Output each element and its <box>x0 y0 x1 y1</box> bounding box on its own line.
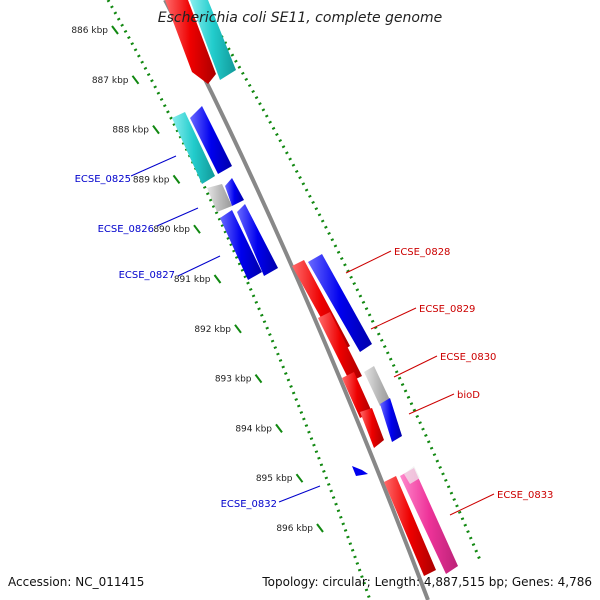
label-ecse0829[interactable]: ECSE_0829 <box>419 304 475 315</box>
label-line-ecse0829 <box>370 307 417 330</box>
label-line-ecse0825 <box>130 155 177 177</box>
label-ecse0825[interactable]: ECSE_0825 <box>75 174 131 185</box>
feature-bottom-grey <box>404 466 420 484</box>
label-ecse0833[interactable]: ECSE_0833 <box>497 490 553 501</box>
feature-ecse0833-pink <box>400 468 458 574</box>
tick-mark <box>213 274 222 284</box>
tick-mark <box>152 124 160 135</box>
label-line-ecse0833 <box>449 493 495 516</box>
tick-label: 890 kbp <box>153 225 190 235</box>
feature-top-cyan <box>190 0 236 80</box>
right-label-group: ECSE_0828 ECSE_0829 ECSE_0830 bioD ECSE_… <box>345 247 553 516</box>
label-ecse0832[interactable]: ECSE_0832 <box>221 499 277 510</box>
feature-blue-891 <box>237 204 278 276</box>
feature-ecse0826 <box>207 184 232 212</box>
tick-label: 895 kbp <box>256 474 293 484</box>
tick-mark <box>131 75 140 85</box>
tick-mark <box>193 224 201 234</box>
feature-biod-blue <box>380 398 402 442</box>
summary-text: Topology: circular; Length: 4,887,515 bp… <box>261 575 592 589</box>
feature-ecse0830-grey <box>364 366 390 406</box>
page-title: Escherichia coli SE11, complete genome <box>158 10 442 26</box>
label-biod[interactable]: bioD <box>457 390 480 401</box>
feature-top-red <box>165 0 216 84</box>
label-line-biod <box>408 393 455 415</box>
label-line-ecse0828 <box>345 250 392 274</box>
genome-backbone <box>163 0 430 600</box>
label-line-ecse0826 <box>156 207 199 227</box>
tick-mark <box>234 324 242 334</box>
tick-mark <box>111 25 119 35</box>
features <box>165 0 458 576</box>
tick-label: 892 kbp <box>194 325 231 335</box>
left-label-group: ECSE_0825 ECSE_0826 ECSE_0827 ECSE_0832 <box>75 155 321 510</box>
feature-ecse0827 <box>220 210 262 280</box>
label-ecse0828[interactable]: ECSE_0828 <box>394 247 450 258</box>
tick-mark <box>172 174 181 184</box>
tick-label: 889 kbp <box>133 175 170 185</box>
tick-mark <box>254 374 263 384</box>
label-ecse0827[interactable]: ECSE_0827 <box>119 270 175 281</box>
tick-label: 888 kbp <box>112 126 149 136</box>
accession-text: Accession: NC_011415 <box>8 575 144 589</box>
feature-ecse0832 <box>352 466 368 476</box>
label-ecse0826[interactable]: ECSE_0826 <box>98 224 154 235</box>
feature-ecse0830-red <box>342 372 372 418</box>
outer-dotted-track <box>198 0 482 561</box>
feature-ecse0825 <box>172 112 215 184</box>
feature-biod-red <box>360 408 384 448</box>
feature-blue-888 <box>190 106 232 174</box>
inner-dotted-track <box>106 0 372 600</box>
feature-blue-890 <box>225 178 244 206</box>
tick-label: 894 kbp <box>235 424 272 434</box>
label-line-ecse0827 <box>177 255 221 277</box>
tick-group: 886 kbp 887 kbp 888 kbp 889 kbp 890 kbp 891 k… <box>71 25 324 534</box>
label-line-ecse0832 <box>278 485 321 503</box>
tick-mark <box>316 523 324 533</box>
feature-ecse0828-blue <box>308 254 372 352</box>
tick-label: 893 kbp <box>215 375 252 385</box>
label-line-ecse0830 <box>393 355 438 378</box>
tick-label: 891 kbp <box>174 275 211 285</box>
tick-label: 886 kbp <box>71 26 108 36</box>
tick-mark <box>275 423 283 433</box>
feature-ecse0833-red <box>384 476 436 576</box>
tick-label: 896 kbp <box>276 524 313 534</box>
label-ecse0830[interactable]: ECSE_0830 <box>440 352 496 363</box>
feature-ecse0829-red <box>318 312 362 382</box>
tick-mark <box>295 473 304 483</box>
tick-label: 887 kbp <box>92 76 129 86</box>
